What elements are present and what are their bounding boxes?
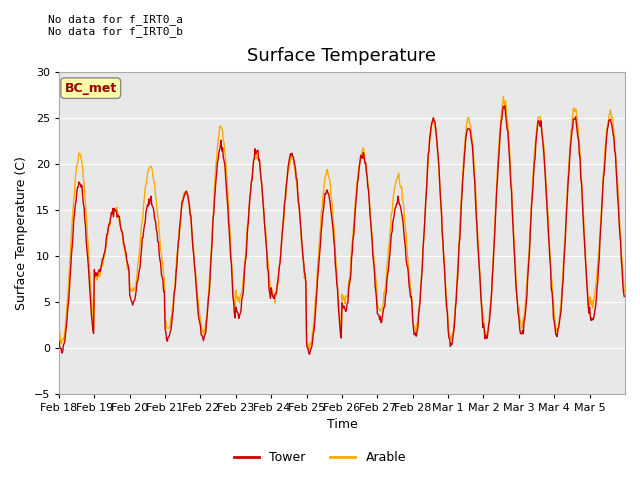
Title: Surface Temperature: Surface Temperature <box>248 47 436 65</box>
Y-axis label: Surface Temperature (C): Surface Temperature (C) <box>15 156 28 310</box>
Text: BC_met: BC_met <box>65 82 117 95</box>
X-axis label: Time: Time <box>326 419 357 432</box>
Text: No data for f_IRT0_a
No data for f_IRT0_b: No data for f_IRT0_a No data for f_IRT0_… <box>47 14 182 37</box>
Legend: Tower, Arable: Tower, Arable <box>229 446 411 469</box>
